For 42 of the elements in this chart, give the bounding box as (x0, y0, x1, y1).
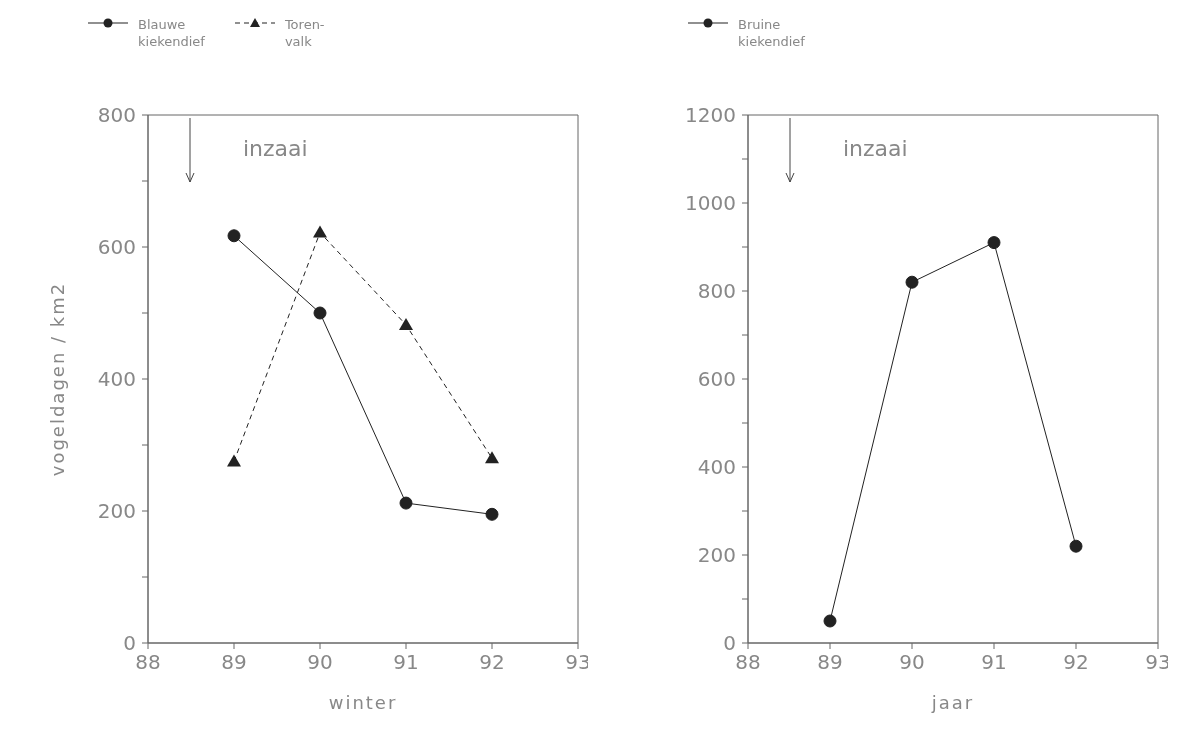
point (313, 225, 327, 238)
point (399, 496, 413, 510)
point (399, 317, 413, 330)
x-tick-label: 92 (479, 650, 505, 675)
y-tick-label: 0 (123, 631, 136, 656)
x-tick-label: 92 (1063, 650, 1089, 675)
point (227, 454, 241, 467)
point (987, 236, 1001, 250)
y-tick-label: 0 (723, 631, 736, 656)
y-tick-label: 200 (97, 499, 136, 524)
point (1069, 539, 1083, 553)
point (905, 275, 919, 289)
x-tick-label: 88 (135, 650, 161, 675)
y-tick-label: 200 (697, 543, 736, 568)
y-tick-label: 1000 (685, 191, 736, 216)
y-tick-label: 800 (97, 103, 136, 128)
annotation: inzaai (243, 136, 308, 161)
legend-label: Toren-valk (284, 16, 325, 50)
y-tick-label: 1200 (685, 103, 736, 128)
x-axis-title: winter (328, 692, 398, 713)
x-tick-label: 91 (393, 650, 419, 675)
y-axis-title: vogeldagen / km2 (47, 281, 69, 477)
y-tick-label: 800 (697, 279, 736, 304)
x-tick-label: 90 (307, 650, 333, 675)
y-tick-label: 600 (97, 235, 136, 260)
point (313, 306, 327, 320)
x-tick-label: 89 (221, 650, 247, 675)
point (485, 451, 499, 464)
x-tick-label: 88 (735, 650, 761, 675)
x-axis-title: jaar (930, 692, 975, 713)
x-tick-label: 90 (899, 650, 925, 675)
point (227, 229, 241, 243)
y-tick-label: 400 (97, 367, 136, 392)
y-tick-label: 600 (697, 367, 736, 392)
annotation: inzaai (843, 136, 908, 161)
x-tick-label: 91 (981, 650, 1007, 675)
legend-label: Blauwe kiekendief (138, 16, 205, 50)
point (823, 614, 837, 628)
point (485, 507, 499, 521)
y-tick-label: 400 (697, 455, 736, 480)
x-tick-label: 89 (817, 650, 843, 675)
legend-label: Bruine kiekendief (738, 16, 805, 50)
